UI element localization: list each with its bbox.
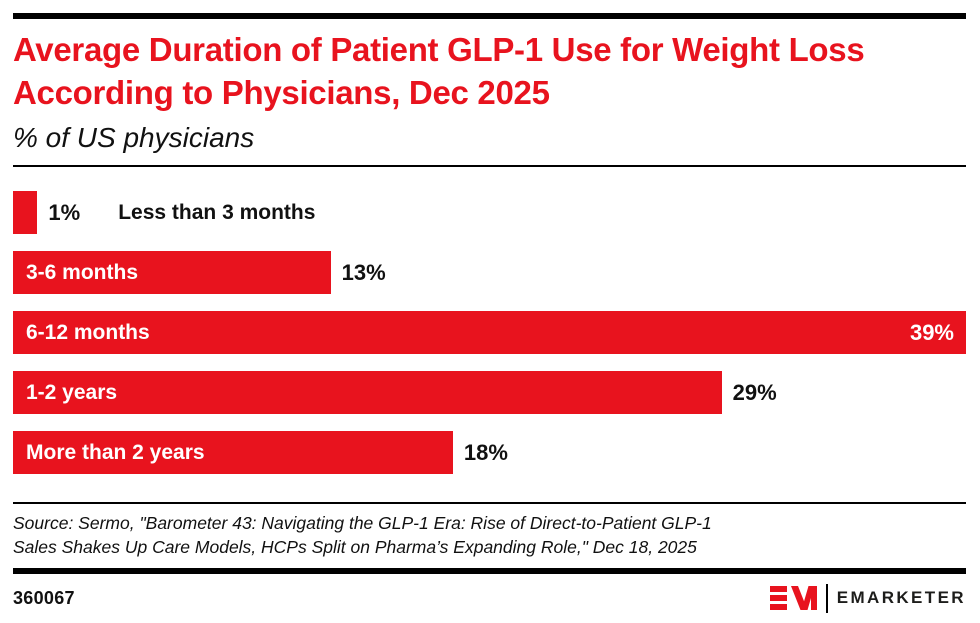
divider-above-source bbox=[13, 502, 966, 504]
top-accent-bar bbox=[13, 13, 966, 19]
bar-label: 6-12 months bbox=[26, 320, 150, 344]
bar bbox=[13, 191, 38, 234]
chart-id: 360067 bbox=[13, 587, 75, 608]
bar-value: 1% bbox=[48, 199, 81, 225]
bar-label: 1-2 years bbox=[26, 380, 118, 404]
source-note: Source: Sermo, "Barometer 43: Navigating… bbox=[13, 511, 966, 559]
brand-divider bbox=[825, 583, 828, 613]
bar-label: 3-6 months bbox=[26, 260, 139, 284]
bar: 3-6 months bbox=[13, 251, 331, 294]
divider-footer bbox=[13, 568, 966, 574]
chart-subtitle: % of US physicians bbox=[13, 122, 255, 153]
bar-row: 3-6 months 13% bbox=[13, 251, 966, 294]
bar-row: 1-2 years 29% bbox=[13, 371, 966, 414]
bar-label: Less than 3 months bbox=[118, 200, 316, 224]
divider-under-subtitle bbox=[13, 165, 966, 167]
source-line-1: Source: Sermo, "Barometer 43: Navigating… bbox=[13, 513, 712, 533]
bar-value: 39% bbox=[909, 319, 954, 345]
emarketer-logo-icon bbox=[769, 586, 817, 610]
bar-chart: 1% Less than 3 months 3-6 months 13% 6-12 mo… bbox=[13, 191, 966, 474]
bar: 6-12 months 39% bbox=[13, 311, 966, 354]
bar-label: More than 2 years bbox=[26, 440, 205, 464]
emarketer-brand: EMARKETER bbox=[769, 583, 966, 613]
footer: 360067 EMARKETER bbox=[13, 581, 966, 615]
brand-name: EMARKETER bbox=[836, 588, 966, 607]
source-line-2: Sales Shakes Up Care Models, HCPs Split … bbox=[13, 537, 697, 557]
bar: 1-2 years bbox=[13, 371, 722, 414]
bar-row: More than 2 years 18% bbox=[13, 431, 966, 474]
bar-row: 1% Less than 3 months bbox=[13, 191, 966, 234]
chart-title: Average Duration of Patient GLP-1 Use fo… bbox=[13, 31, 865, 111]
bar-row: 6-12 months 39% bbox=[13, 311, 966, 354]
bar: More than 2 years bbox=[13, 431, 453, 474]
bar-value: 18% bbox=[463, 439, 508, 465]
bar-value: 29% bbox=[732, 379, 777, 405]
bar-value: 13% bbox=[341, 259, 386, 285]
